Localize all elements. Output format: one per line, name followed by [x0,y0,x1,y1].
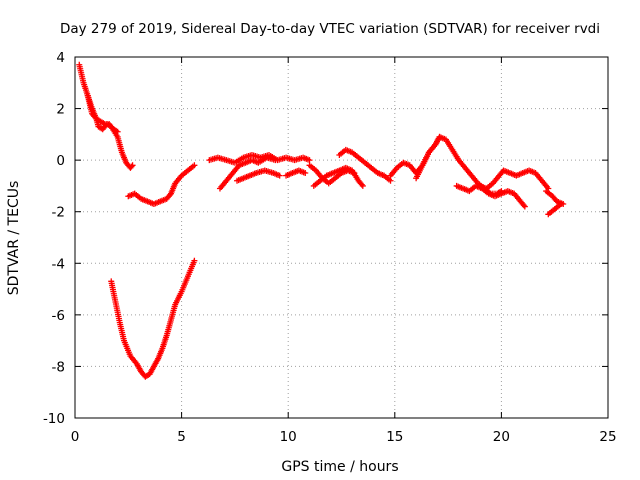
data-point-marker [128,163,135,170]
x-tick-label: 0 [71,429,80,445]
x-tick-label: 10 [280,429,297,445]
data-series-arc-1 [76,61,136,171]
data-series-arc-7 [234,167,283,184]
y-tick-label: -8 [52,359,65,375]
y-tick-label: -4 [52,256,65,272]
plot-frame [74,56,609,419]
data-series-arc-10 [310,164,366,189]
data-point-marker [191,257,198,264]
data-point-marker [272,157,279,164]
y-tick-label: 4 [56,50,65,66]
chart-title: Day 279 of 2019, Sidereal Day-to-day VTE… [60,21,600,37]
data-series-arc-8 [283,167,309,179]
grid [75,57,608,418]
y-tick-label: -10 [43,411,65,427]
x-tick-label: 20 [493,429,510,445]
x-tick-label: 15 [386,429,403,445]
data-point-marker [276,172,283,179]
data-point-marker [114,128,121,135]
data-point-marker [306,157,313,164]
data-point-marker [520,202,527,209]
data-point-marker [521,203,528,210]
data-series-arc-11 [336,146,394,184]
data-series-arc-17 [543,188,567,207]
data-point-marker [191,162,198,169]
data-point-marker [358,181,365,188]
data-series-arc-3 [125,162,198,207]
x-tick-label: 5 [177,429,186,445]
data-point-marker [166,191,173,198]
data-series-arc-4 [108,257,198,380]
data-point-marker [129,162,136,169]
axis-ticks: 0 5 10 15 20 25 -10 -8 -6 -4 -2 0 2 4 [43,50,617,445]
data-point-marker [387,177,394,184]
data-series-arc-16 [545,200,565,218]
x-axis-label: GPS time / hours [281,459,398,475]
y-tick-label: -2 [52,205,65,221]
data-series-arc-15 [477,167,552,192]
y-axis-label: SDTVAR / TECUs [6,181,22,296]
data-series-arc-2 [84,92,121,135]
data-series-arc-6 [216,154,279,192]
data-point-marker [302,170,309,177]
y-tick-label: 2 [56,102,65,118]
data-point-marker [560,200,567,207]
y-tick-label: -6 [52,308,65,324]
data-series-arc-12 [387,133,443,179]
x-tick-label: 25 [599,429,616,445]
y-tick-label: 0 [56,153,65,169]
data-series-layer [76,61,567,380]
data-point-marker [359,182,366,189]
